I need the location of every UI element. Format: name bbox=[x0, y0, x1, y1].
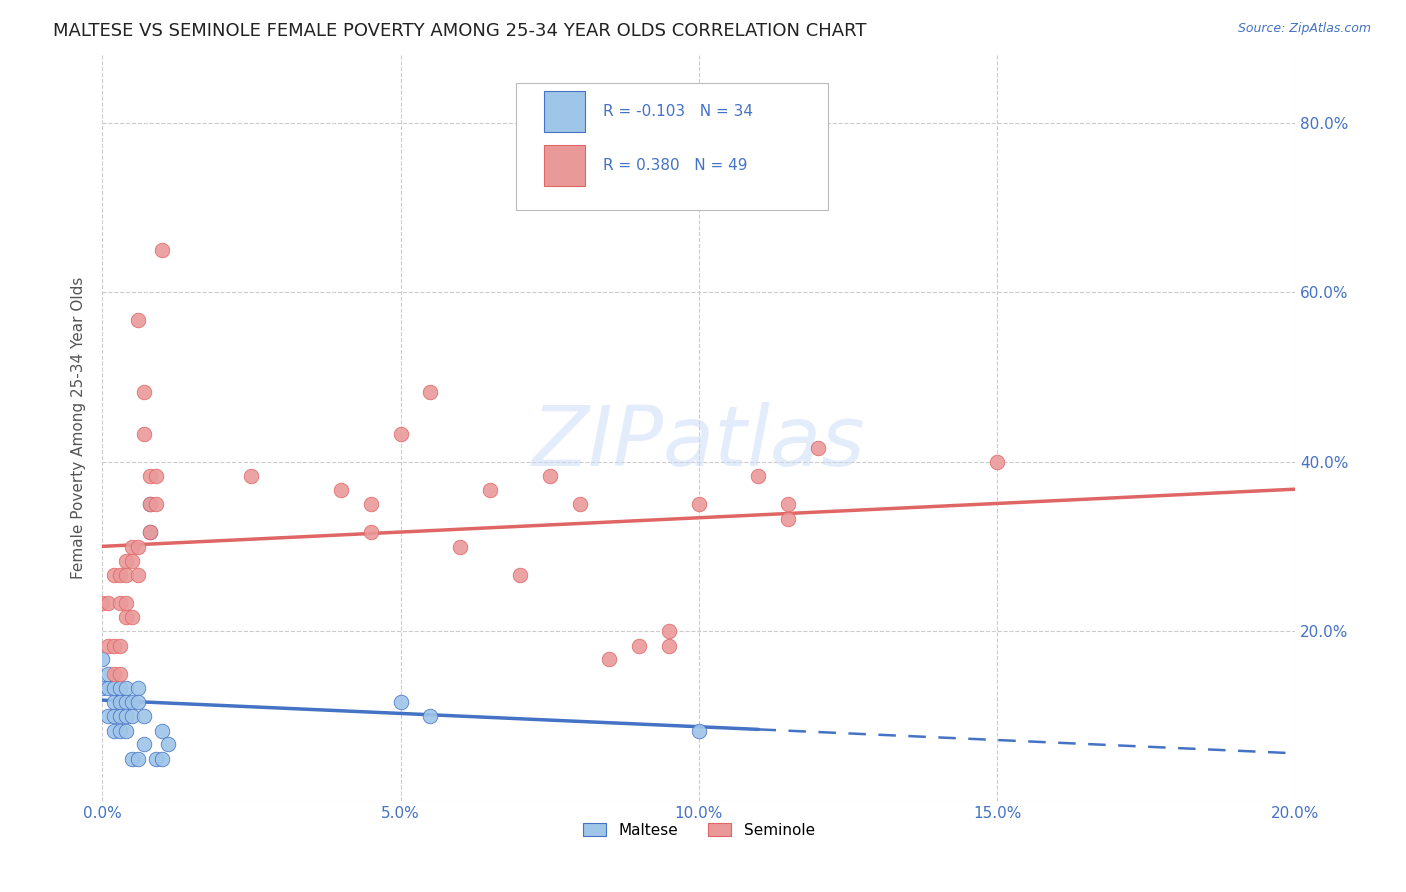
Point bbox=[628, 639, 651, 653]
Point bbox=[103, 695, 125, 709]
Point bbox=[132, 737, 155, 751]
Text: Source: ZipAtlas.com: Source: ZipAtlas.com bbox=[1237, 22, 1371, 36]
Point bbox=[115, 723, 138, 738]
Point bbox=[747, 469, 769, 483]
Point bbox=[688, 723, 710, 738]
Point bbox=[121, 554, 143, 568]
Point bbox=[103, 567, 125, 582]
Point bbox=[108, 567, 131, 582]
Point bbox=[538, 469, 561, 483]
Point bbox=[103, 639, 125, 653]
Point bbox=[97, 596, 120, 610]
Point bbox=[360, 497, 382, 511]
Point bbox=[139, 525, 162, 540]
Legend: Maltese, Seminole: Maltese, Seminole bbox=[575, 815, 823, 846]
Point bbox=[150, 243, 173, 257]
Point bbox=[108, 723, 131, 738]
Text: MALTESE VS SEMINOLE FEMALE POVERTY AMONG 25-34 YEAR OLDS CORRELATION CHART: MALTESE VS SEMINOLE FEMALE POVERTY AMONG… bbox=[53, 22, 868, 40]
Text: R = -0.103   N = 34: R = -0.103 N = 34 bbox=[603, 103, 754, 119]
Point bbox=[145, 497, 167, 511]
Point bbox=[778, 511, 800, 525]
Point bbox=[360, 525, 382, 540]
Point bbox=[115, 554, 138, 568]
Point bbox=[127, 681, 149, 695]
Point bbox=[127, 695, 149, 709]
Point bbox=[132, 384, 155, 399]
Point bbox=[479, 483, 502, 497]
Point bbox=[97, 681, 120, 695]
Point bbox=[568, 497, 591, 511]
Point bbox=[127, 567, 149, 582]
Point bbox=[108, 709, 131, 723]
Point bbox=[97, 709, 120, 723]
Point bbox=[121, 540, 143, 554]
Point bbox=[121, 709, 143, 723]
Point bbox=[139, 497, 162, 511]
Point bbox=[139, 469, 162, 483]
Point bbox=[658, 639, 681, 653]
Point bbox=[108, 695, 131, 709]
Point bbox=[329, 483, 352, 497]
Point bbox=[97, 639, 120, 653]
Point bbox=[103, 709, 125, 723]
Point bbox=[139, 497, 162, 511]
Point bbox=[127, 751, 149, 765]
Point bbox=[97, 666, 120, 681]
Point bbox=[121, 695, 143, 709]
Point bbox=[108, 639, 131, 653]
Y-axis label: Female Poverty Among 25-34 Year Olds: Female Poverty Among 25-34 Year Olds bbox=[72, 277, 86, 579]
Point bbox=[807, 441, 830, 455]
Point bbox=[127, 540, 149, 554]
Point bbox=[132, 709, 155, 723]
Bar bbox=[544, 91, 585, 132]
Point bbox=[108, 681, 131, 695]
Point bbox=[598, 652, 620, 666]
Point bbox=[419, 709, 441, 723]
Point bbox=[139, 525, 162, 540]
Point bbox=[91, 681, 114, 695]
Point bbox=[108, 666, 131, 681]
Point bbox=[115, 596, 138, 610]
Point bbox=[121, 610, 143, 624]
Point bbox=[115, 610, 138, 624]
Bar bbox=[544, 145, 585, 186]
Point bbox=[103, 681, 125, 695]
Point bbox=[145, 751, 167, 765]
Point bbox=[156, 737, 179, 751]
Text: ZIPatlas: ZIPatlas bbox=[531, 402, 866, 483]
Point bbox=[389, 426, 412, 441]
Text: R = 0.380   N = 49: R = 0.380 N = 49 bbox=[603, 158, 748, 173]
Point bbox=[688, 497, 710, 511]
FancyBboxPatch shape bbox=[516, 83, 828, 211]
Point bbox=[509, 567, 531, 582]
Point bbox=[115, 681, 138, 695]
Point bbox=[145, 469, 167, 483]
Point bbox=[150, 723, 173, 738]
Point bbox=[986, 455, 1008, 469]
Point bbox=[132, 426, 155, 441]
Point bbox=[778, 497, 800, 511]
Point bbox=[91, 596, 114, 610]
Point bbox=[91, 652, 114, 666]
Point bbox=[240, 469, 263, 483]
Point bbox=[103, 666, 125, 681]
Point bbox=[103, 723, 125, 738]
Point bbox=[108, 596, 131, 610]
Point bbox=[115, 709, 138, 723]
Point bbox=[419, 384, 441, 399]
Point bbox=[449, 540, 471, 554]
Point bbox=[658, 624, 681, 639]
Point bbox=[115, 695, 138, 709]
Point bbox=[115, 567, 138, 582]
Point bbox=[127, 313, 149, 327]
Point bbox=[150, 751, 173, 765]
Point bbox=[121, 751, 143, 765]
Point bbox=[389, 695, 412, 709]
